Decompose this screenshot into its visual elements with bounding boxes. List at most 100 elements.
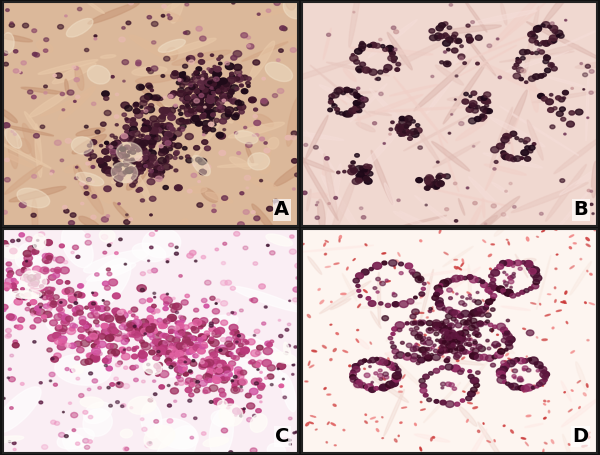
Circle shape xyxy=(221,84,229,90)
Circle shape xyxy=(101,324,107,329)
Ellipse shape xyxy=(370,342,371,344)
Circle shape xyxy=(188,399,192,402)
Circle shape xyxy=(186,119,191,124)
Circle shape xyxy=(483,306,488,310)
Circle shape xyxy=(130,121,137,127)
Circle shape xyxy=(109,169,117,175)
Circle shape xyxy=(97,158,104,163)
Circle shape xyxy=(124,366,128,369)
Ellipse shape xyxy=(568,444,570,445)
Circle shape xyxy=(153,333,162,339)
Circle shape xyxy=(179,157,183,159)
Circle shape xyxy=(429,182,436,187)
Circle shape xyxy=(385,303,391,308)
Circle shape xyxy=(133,108,140,114)
Circle shape xyxy=(280,26,286,30)
Ellipse shape xyxy=(71,365,83,374)
Circle shape xyxy=(435,325,442,330)
Circle shape xyxy=(16,293,24,299)
Circle shape xyxy=(416,177,422,183)
Ellipse shape xyxy=(477,386,478,387)
Ellipse shape xyxy=(250,414,267,432)
Ellipse shape xyxy=(437,133,459,192)
Circle shape xyxy=(96,345,100,349)
Circle shape xyxy=(142,119,145,121)
Ellipse shape xyxy=(21,87,67,95)
Circle shape xyxy=(396,62,401,66)
Circle shape xyxy=(211,113,215,116)
Circle shape xyxy=(115,331,122,336)
Circle shape xyxy=(551,39,557,43)
Ellipse shape xyxy=(83,409,112,436)
Circle shape xyxy=(30,288,34,291)
Ellipse shape xyxy=(268,198,282,215)
Circle shape xyxy=(374,372,378,375)
Circle shape xyxy=(474,308,482,314)
Circle shape xyxy=(165,141,169,144)
Ellipse shape xyxy=(523,390,526,392)
Circle shape xyxy=(211,366,214,369)
Circle shape xyxy=(21,269,25,273)
Circle shape xyxy=(107,244,111,247)
Circle shape xyxy=(215,303,217,304)
Circle shape xyxy=(409,269,415,273)
Circle shape xyxy=(357,172,364,177)
Circle shape xyxy=(168,147,173,151)
Circle shape xyxy=(178,128,181,130)
Ellipse shape xyxy=(16,243,37,268)
Circle shape xyxy=(32,95,36,99)
Circle shape xyxy=(217,78,220,80)
Circle shape xyxy=(431,76,434,77)
Circle shape xyxy=(170,353,177,359)
Circle shape xyxy=(501,364,509,370)
Circle shape xyxy=(392,372,401,379)
Circle shape xyxy=(166,350,172,354)
Circle shape xyxy=(47,256,52,260)
Circle shape xyxy=(457,331,462,335)
Circle shape xyxy=(202,360,206,364)
Circle shape xyxy=(131,176,137,181)
Circle shape xyxy=(490,282,496,287)
Ellipse shape xyxy=(245,145,254,164)
Circle shape xyxy=(54,353,61,359)
Circle shape xyxy=(32,249,39,254)
Circle shape xyxy=(265,341,271,346)
Circle shape xyxy=(478,312,485,317)
Circle shape xyxy=(123,163,128,167)
Circle shape xyxy=(28,246,36,252)
Circle shape xyxy=(239,389,243,392)
Circle shape xyxy=(42,295,48,300)
Circle shape xyxy=(136,60,141,64)
Circle shape xyxy=(235,77,240,81)
Circle shape xyxy=(358,102,362,104)
Circle shape xyxy=(204,112,212,118)
Circle shape xyxy=(507,135,512,138)
Ellipse shape xyxy=(310,365,314,368)
Circle shape xyxy=(184,31,187,34)
Circle shape xyxy=(14,281,18,284)
Circle shape xyxy=(454,220,458,222)
Circle shape xyxy=(142,156,148,160)
Circle shape xyxy=(445,364,453,370)
Circle shape xyxy=(140,288,145,292)
Circle shape xyxy=(229,361,236,366)
Ellipse shape xyxy=(394,211,445,238)
Circle shape xyxy=(10,407,13,410)
Circle shape xyxy=(160,115,166,119)
Circle shape xyxy=(446,350,449,352)
Ellipse shape xyxy=(327,394,331,395)
Circle shape xyxy=(178,360,182,363)
Circle shape xyxy=(54,268,61,273)
Circle shape xyxy=(200,335,203,338)
Circle shape xyxy=(106,215,110,217)
Circle shape xyxy=(9,23,14,27)
Ellipse shape xyxy=(143,360,162,374)
Circle shape xyxy=(163,334,169,339)
Circle shape xyxy=(341,91,346,95)
Circle shape xyxy=(178,359,186,365)
Circle shape xyxy=(22,296,28,300)
Circle shape xyxy=(443,22,448,25)
Circle shape xyxy=(383,69,388,73)
Circle shape xyxy=(516,59,521,63)
Ellipse shape xyxy=(468,264,472,310)
